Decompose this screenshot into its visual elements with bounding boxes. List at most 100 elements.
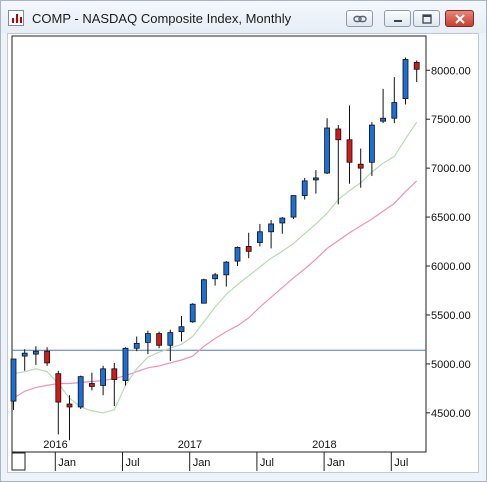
candle-body xyxy=(234,247,241,262)
candle[interactable] xyxy=(77,375,84,409)
candle[interactable] xyxy=(335,125,342,205)
candle-body xyxy=(178,326,185,333)
candle-body xyxy=(111,368,118,380)
candle-body xyxy=(122,347,129,381)
x-year-label: 2016 xyxy=(43,439,67,451)
link-icon xyxy=(352,15,367,22)
candle[interactable] xyxy=(89,372,95,391)
candle[interactable] xyxy=(380,88,387,124)
candle[interactable] xyxy=(357,148,364,188)
candle[interactable] xyxy=(178,315,185,342)
candle[interactable] xyxy=(55,370,62,435)
y-tick-label: 5500.00 xyxy=(431,310,471,322)
close-button[interactable] xyxy=(445,10,474,27)
candle-body xyxy=(312,177,319,181)
maximize-button[interactable] xyxy=(413,10,440,27)
candle-body xyxy=(268,223,275,233)
candle-body xyxy=(335,128,342,141)
candle-body xyxy=(279,217,286,224)
candle-body xyxy=(223,261,230,276)
scroll-box[interactable] xyxy=(11,452,26,471)
app-chart-icon xyxy=(8,10,24,26)
candle-body xyxy=(77,376,84,408)
candle[interactable] xyxy=(391,77,398,124)
candle[interactable] xyxy=(66,395,73,441)
y-tick-label: 4500.00 xyxy=(431,408,471,420)
x-month-label: Jan xyxy=(58,457,76,469)
candle[interactable] xyxy=(144,330,151,355)
y-tick-label: 6000.00 xyxy=(431,261,471,273)
candle[interactable] xyxy=(32,346,39,365)
candle[interactable] xyxy=(44,347,50,366)
link-button[interactable] xyxy=(346,10,373,27)
x-year-label: 2018 xyxy=(312,439,336,451)
y-tick-label: 7000.00 xyxy=(431,163,471,175)
candle[interactable] xyxy=(312,170,319,194)
candle[interactable] xyxy=(368,122,375,176)
candle[interactable] xyxy=(122,347,129,386)
candle-body xyxy=(212,274,219,280)
candle[interactable] xyxy=(279,217,286,234)
candle-body xyxy=(256,231,263,243)
candle-body xyxy=(380,117,387,122)
close-icon xyxy=(454,13,465,24)
y-tick-label: 5000.00 xyxy=(431,359,471,371)
x-year-label: 2017 xyxy=(178,439,202,451)
candle-body xyxy=(21,352,28,357)
candle[interactable] xyxy=(234,246,241,267)
window-title: COMP - NASDAQ Composite Index, Monthly xyxy=(32,11,292,26)
x-month-label: Jul xyxy=(394,457,408,469)
maximize-icon xyxy=(421,13,432,24)
candle-body xyxy=(290,195,297,218)
y-tick-label: 7500.00 xyxy=(431,114,471,126)
x-month-label: Jul xyxy=(126,457,140,469)
y-tick-label: 8000.00 xyxy=(431,65,471,77)
candle-body xyxy=(44,350,50,364)
candle-body xyxy=(55,373,62,403)
candle[interactable] xyxy=(21,349,28,371)
candlestick-chart[interactable]: 4500.00 5000.00 5500.00 6000.00 6500.00 7000.… xyxy=(8,34,478,472)
title-bar[interactable]: COMP - NASDAQ Composite Index, Monthly xyxy=(1,1,486,33)
candle-body xyxy=(402,59,409,100)
candle[interactable] xyxy=(167,329,174,361)
candle-body xyxy=(100,368,106,386)
minimize-button[interactable] xyxy=(384,10,411,27)
candle-body xyxy=(133,342,140,349)
candle[interactable] xyxy=(324,118,331,175)
candle-body xyxy=(66,403,73,408)
plot-border xyxy=(11,35,427,453)
candle-body xyxy=(391,102,398,119)
candle[interactable] xyxy=(100,365,106,396)
candle[interactable] xyxy=(223,261,230,287)
candle[interactable] xyxy=(212,272,219,286)
candle[interactable] xyxy=(200,278,207,304)
candle[interactable] xyxy=(10,358,17,410)
candle[interactable] xyxy=(413,60,420,83)
candle-body xyxy=(200,279,207,304)
candle-body xyxy=(245,246,252,252)
candle[interactable] xyxy=(111,362,118,406)
candle-body xyxy=(144,333,151,343)
candle[interactable] xyxy=(133,336,140,352)
x-month-label: Jan xyxy=(327,457,345,469)
x-month-label: Jul xyxy=(260,457,274,469)
candle-body xyxy=(89,383,95,387)
candle[interactable] xyxy=(402,57,409,105)
candle[interactable] xyxy=(189,303,196,323)
candle[interactable] xyxy=(268,220,275,249)
candle-body xyxy=(301,180,308,196)
candle[interactable] xyxy=(256,223,263,247)
candle-body xyxy=(346,139,353,163)
candle[interactable] xyxy=(156,331,163,349)
minimize-icon xyxy=(393,19,402,22)
candle[interactable] xyxy=(290,195,297,220)
chart-area[interactable]: 4500.00 5000.00 5500.00 6000.00 6500.00 7000.… xyxy=(7,33,479,473)
candle[interactable] xyxy=(301,177,308,200)
candle[interactable] xyxy=(245,232,252,259)
candle[interactable] xyxy=(346,105,353,184)
candle-body xyxy=(167,332,174,346)
y-tick-label: 6500.00 xyxy=(431,212,471,224)
candle-body xyxy=(357,163,364,169)
x-month-label: Jan xyxy=(193,457,211,469)
